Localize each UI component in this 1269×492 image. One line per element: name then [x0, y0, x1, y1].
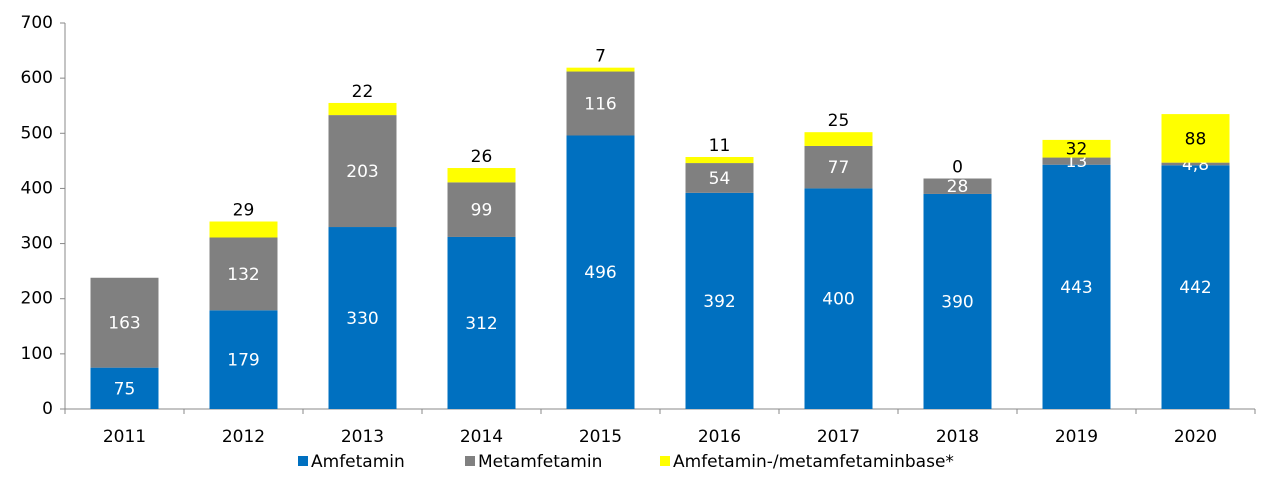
data-label: 77 — [828, 158, 850, 178]
data-label: 29 — [233, 201, 255, 221]
y-tick-label: 0 — [42, 399, 53, 419]
bar-segment — [804, 132, 873, 146]
x-tick-label: 2020 — [1174, 427, 1217, 447]
x-tick-label: 2012 — [222, 427, 265, 447]
legend-swatch — [298, 456, 308, 466]
data-label: 400 — [822, 290, 854, 310]
bar-segment — [447, 236, 516, 409]
x-tick-label: 2017 — [817, 427, 860, 447]
bar-segment — [923, 178, 992, 194]
bar-segment — [209, 221, 278, 238]
data-label: 116 — [584, 95, 616, 115]
bar-segment — [1042, 139, 1111, 158]
data-label: 26 — [471, 147, 493, 167]
bar-segment — [566, 71, 635, 136]
x-tick-label: 2014 — [460, 427, 503, 447]
x-tick-label: 2019 — [1055, 427, 1098, 447]
bar-segment — [566, 135, 635, 409]
bar-segment — [328, 115, 397, 228]
data-label: 25 — [828, 111, 850, 131]
y-tick-label: 100 — [21, 344, 53, 364]
data-label: 88 — [1185, 129, 1207, 149]
bar-segment — [90, 277, 159, 368]
legend-label: Amfetamin-/metamfetaminbase* — [673, 452, 954, 472]
legend-label: Amfetamin — [311, 452, 405, 472]
bar-segment — [1042, 157, 1111, 165]
data-label: 392 — [703, 292, 735, 312]
data-label: 496 — [584, 263, 616, 283]
bar-segment — [804, 188, 873, 409]
bar-segment — [685, 163, 754, 193]
bar-segment — [1161, 165, 1230, 409]
bar-segment — [209, 237, 278, 311]
legend-swatch — [465, 456, 475, 466]
data-label: 390 — [941, 292, 973, 312]
data-label: 28 — [947, 177, 969, 197]
data-label: 132 — [227, 265, 259, 285]
y-tick-label: 500 — [21, 123, 53, 143]
data-label: 75 — [114, 379, 136, 399]
x-tick-label: 2011 — [103, 427, 146, 447]
y-tick-label: 200 — [21, 289, 53, 309]
data-label: 22 — [352, 82, 374, 102]
x-tick-label: 2013 — [341, 427, 384, 447]
bar-segment — [804, 145, 873, 189]
data-label: 99 — [471, 201, 493, 221]
y-tick-label: 400 — [21, 178, 53, 198]
data-label: 330 — [346, 309, 378, 329]
data-label: 442 — [1179, 278, 1211, 298]
bar-segment — [685, 192, 754, 409]
bar-segment — [447, 168, 516, 183]
bar-segment — [90, 367, 159, 409]
bar-segment — [1042, 164, 1111, 409]
data-label: 11 — [709, 136, 731, 156]
y-tick-label: 300 — [21, 234, 53, 254]
data-label: 32 — [1066, 140, 1088, 160]
y-tick-label: 600 — [21, 68, 53, 88]
bar-segment — [1161, 114, 1230, 163]
bar-segment — [566, 67, 635, 72]
x-tick-label: 2018 — [936, 427, 979, 447]
data-label: 179 — [227, 351, 259, 371]
legend-label: Metamfetamin — [478, 452, 602, 472]
y-tick-label: 700 — [21, 13, 53, 33]
bar-segment — [328, 227, 397, 409]
bar-segment — [209, 310, 278, 409]
x-tick-label: 2016 — [698, 427, 741, 447]
bar-segment — [685, 156, 754, 164]
data-label: 312 — [465, 314, 497, 334]
bar-segment — [447, 182, 516, 237]
data-label: 443 — [1060, 278, 1092, 298]
bar-segment — [1161, 162, 1230, 166]
bar-segment — [328, 102, 397, 116]
data-label: 163 — [108, 314, 140, 334]
data-label: 54 — [709, 169, 731, 189]
x-tick-label: 2015 — [579, 427, 622, 447]
legend-swatch — [660, 456, 670, 466]
bar-segment — [923, 193, 992, 409]
data-label: 203 — [346, 162, 378, 182]
data-label: 0 — [952, 158, 963, 178]
data-label: 7 — [595, 47, 606, 67]
